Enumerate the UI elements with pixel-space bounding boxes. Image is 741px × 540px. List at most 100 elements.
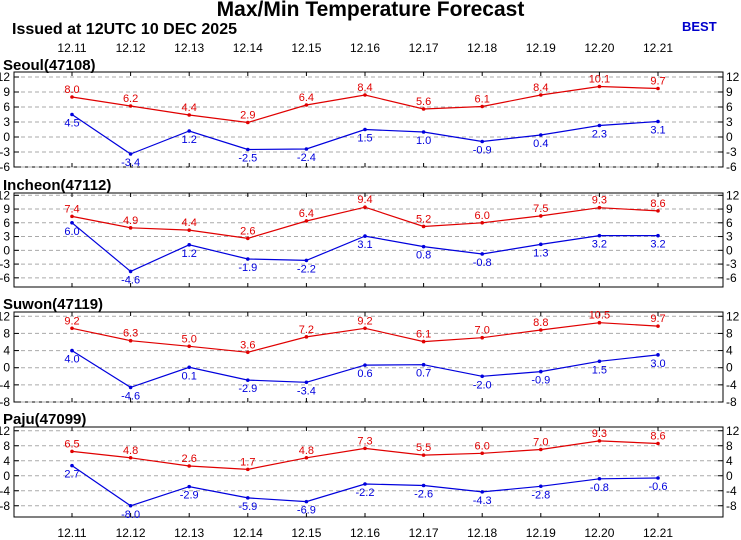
y-tick-label-right: 3 <box>726 115 733 129</box>
min-temp-label: 3.2 <box>650 239 665 251</box>
min-temp-label: -4.6 <box>121 274 140 286</box>
max-temp-label: 9.2 <box>64 315 79 327</box>
max-temp-point <box>187 464 191 468</box>
x-tick-label-top: 12.12 <box>116 41 146 55</box>
y-tick-label-right: 12 <box>726 424 740 438</box>
max-temp-label: 5.6 <box>416 96 431 108</box>
min-temp-label: 0.1 <box>182 370 197 382</box>
min-temp-point <box>363 363 367 367</box>
min-temp-label: 1.2 <box>182 248 197 260</box>
max-temp-point <box>246 120 250 125</box>
y-tick-label-left: 12 <box>0 70 10 84</box>
y-tick-label-left: 4 <box>3 454 10 468</box>
y-tick-label-right: -3 <box>726 257 737 271</box>
y-tick-label-left: 0 <box>3 130 10 144</box>
min-temp-point <box>304 380 309 385</box>
max-temp-label: 6.0 <box>475 210 490 222</box>
max-temp-label: 4.9 <box>123 215 138 227</box>
y-tick-label-right: -6 <box>726 271 737 285</box>
panel-frame <box>13 311 724 403</box>
max-temp-label: 4.8 <box>123 445 138 457</box>
max-temp-point <box>70 214 74 219</box>
min-temp-point <box>128 152 133 156</box>
min-temp-label: 0.8 <box>416 250 431 262</box>
station-name: Suwon(47119) <box>3 296 103 313</box>
max-temp-point <box>187 344 191 349</box>
max-temp-point <box>246 236 250 241</box>
min-temp-point <box>304 499 309 504</box>
y-tick-label-right: -6 <box>726 160 737 174</box>
max-temp-label: 8.4 <box>357 82 372 94</box>
min-temp-label: 1.5 <box>357 133 372 145</box>
y-tick-label-left: 3 <box>3 115 10 129</box>
min-temp-point <box>480 490 485 494</box>
x-tick-label-top: 12.20 <box>584 41 614 55</box>
max-temp-point <box>480 451 485 456</box>
min-temp-point <box>480 374 485 379</box>
max-temp-label: 2.6 <box>240 225 255 237</box>
max-temp-label: 7.0 <box>475 325 490 337</box>
min-temp-label: -8.0 <box>121 509 140 521</box>
y-tick-label-left: -4 <box>0 484 10 498</box>
min-temp-label: -0.8 <box>473 257 492 269</box>
max-temp-label: 6.4 <box>299 208 314 220</box>
y-tick-label-right: 8 <box>726 439 733 453</box>
max-temp-point <box>70 326 74 331</box>
min-temp-point <box>480 139 485 144</box>
max-temp-point <box>421 453 426 457</box>
max-temp-point <box>480 335 485 340</box>
max-temp-point <box>539 93 543 97</box>
y-tick-label-left: 0 <box>3 361 10 375</box>
y-tick-label-left: 4 <box>3 344 10 358</box>
y-tick-label-right: 6 <box>726 100 733 114</box>
min-temp-label: -2.9 <box>238 383 257 395</box>
y-tick-label-right: 0 <box>726 361 733 375</box>
y-tick-label-left: 12 <box>0 424 10 438</box>
station-name: Seoul(47108) <box>3 57 96 74</box>
y-tick-label-left: 6 <box>3 100 10 114</box>
y-tick-label-right: -8 <box>726 395 737 409</box>
y-tick-label-right: 0 <box>726 130 733 144</box>
model-label: BEST <box>682 19 717 34</box>
max-temp-label: 8.6 <box>650 431 665 443</box>
y-tick-label-right: 4 <box>726 344 733 358</box>
max-temp-label: 4.8 <box>299 445 314 457</box>
max-temp-label: 5.5 <box>416 442 431 454</box>
max-temp-point <box>656 86 660 91</box>
x-tick-label-top: 12.16 <box>350 41 380 55</box>
y-tick-label-left: 12 <box>0 188 10 202</box>
min-temp-point <box>421 362 426 367</box>
max-temp-label: 5.2 <box>416 213 431 225</box>
max-temp-point <box>128 226 133 230</box>
max-temp-point <box>656 441 660 446</box>
max-temp-point <box>539 447 543 452</box>
min-temp-label: 6.0 <box>64 226 79 238</box>
y-tick-label-left: -6 <box>0 160 10 174</box>
y-tick-label-right: 0 <box>726 469 733 483</box>
max-temp-point <box>128 455 133 460</box>
x-tick-label-bottom: 12.18 <box>467 526 497 540</box>
x-tick-label-bottom: 12.21 <box>643 526 673 540</box>
max-temp-label: 9.7 <box>650 76 665 88</box>
max-temp-label: 3.6 <box>240 339 255 351</box>
min-temp-label: 1.2 <box>182 134 197 146</box>
x-tick-label-top: 12.21 <box>643 41 673 55</box>
min-temp-label: 3.1 <box>650 125 665 137</box>
max-temp-label: 8.8 <box>533 317 548 329</box>
y-tick-label-right: 9 <box>726 202 733 216</box>
y-tick-label-right: 12 <box>726 309 740 323</box>
max-temp-point <box>304 455 309 460</box>
x-tick-label-bottom: 12.15 <box>291 526 321 540</box>
x-tick-label-bottom: 12.12 <box>116 526 146 540</box>
min-temp-label: 3.2 <box>592 239 607 251</box>
max-temp-point <box>363 205 367 210</box>
y-tick-label-left: 8 <box>3 439 10 453</box>
min-temp-point <box>128 503 133 508</box>
y-tick-label-right: 8 <box>726 326 733 340</box>
max-temp-label: 2.6 <box>182 453 197 465</box>
y-tick-label-left: -3 <box>0 257 10 271</box>
min-temp-point <box>70 112 74 117</box>
min-temp-point <box>187 365 191 370</box>
panel-frame <box>13 426 724 518</box>
min-temp-point <box>597 359 602 364</box>
